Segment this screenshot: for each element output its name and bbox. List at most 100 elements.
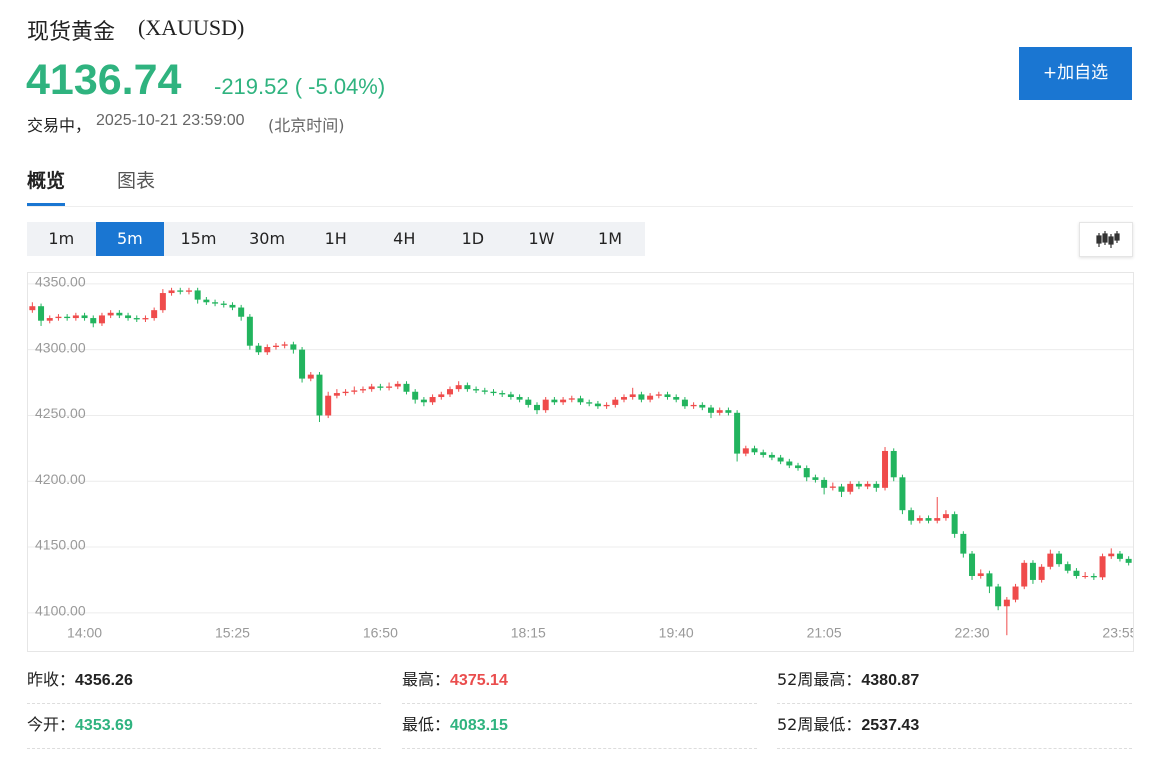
candle-body [1003,599,1010,607]
candle-body [116,312,123,316]
candle-body [125,315,132,319]
candle-body [821,479,828,488]
stat-item: 今开：4353.69 [27,715,133,760]
stat-divider [27,703,381,704]
tab[interactable]: 图表 [117,170,156,192]
candle-body [969,553,976,576]
candle-body [1021,562,1028,587]
candle-body [734,412,741,454]
candle-body [873,483,880,488]
candle-body [916,518,923,521]
candle-body [629,394,636,398]
candle-body [403,383,410,392]
candle-body [212,302,219,304]
candle-body [264,347,271,353]
candle-body [551,399,558,403]
stat-label: 最低： [402,715,451,734]
stat-value: 4380.87 [861,672,920,689]
candle-body [429,397,436,403]
stat-value: 2537.43 [861,717,920,734]
tab[interactable]: 概览 [27,166,66,206]
candle-body [768,454,775,458]
candle-body [699,404,706,408]
interval-button[interactable]: 1W [528,229,555,248]
stat-item: 52周最低：2537.43 [777,715,919,760]
candle-body [455,385,462,390]
candle-body [882,450,889,488]
interval-button[interactable]: 1H [324,229,347,248]
x-tick-label: 15:25 [215,625,250,641]
candle-body [621,397,628,400]
candle-body [29,306,36,311]
candle-body [473,389,480,391]
candle-body [829,486,836,488]
stat-label: 最高： [402,670,451,689]
candle-body [507,394,514,398]
candle-body [142,318,149,320]
interval-button[interactable]: 15m [180,229,217,248]
candle-body [577,398,584,403]
candle-body [359,389,366,391]
candle-body [90,318,97,324]
candle-body [342,391,349,394]
candle-body [664,394,671,398]
candle-body [394,383,401,387]
divider [27,206,1133,207]
candle-body [1029,562,1036,580]
candle-body [1116,553,1123,559]
interval-button[interactable]: 4H [393,229,416,248]
candle-body [977,573,984,576]
candle-body [1038,566,1045,580]
candle-body [533,404,540,411]
candle-body [942,514,949,519]
candle-body [786,461,793,466]
candle-body [499,393,506,395]
candle-body [1012,586,1019,600]
chart-type-button[interactable] [1079,222,1133,257]
candle-body [333,393,340,396]
candle-body [603,404,610,407]
stat-value: 4375.14 [450,672,508,689]
candle-body [655,394,662,396]
candle-body [246,316,253,346]
candle-body [1090,575,1097,578]
candle-body [151,310,158,319]
stat-item: 52周最高：4380.87 [777,670,919,715]
candle-body [847,483,854,492]
interval-bar: 1m 5m 15m 30m 1H 4H 1D 1W 1M [27,222,645,256]
candle-body [316,374,323,416]
interval-button[interactable]: 5m [95,222,165,256]
interval-button[interactable]: 1D [461,229,485,248]
candle-body [951,514,958,534]
y-tick-label: 4150.00 [35,537,86,553]
candle-body [377,386,384,388]
stat-value: 4356.26 [75,672,133,689]
candle-body [594,403,601,407]
candle-body [386,386,393,388]
interval-button[interactable]: 30m [249,229,286,248]
interval-button[interactable]: 1m [48,229,75,248]
candle-body [864,483,871,487]
candle-body [299,349,306,379]
candle-body [925,518,932,521]
candle-body [351,390,358,392]
candle-body [1056,553,1063,565]
candle-body [159,293,166,311]
price-chart: 4350.00 4300.00 4250.00 4200.00 4150.00 4100.… [27,272,1134,652]
y-tick-label: 4300.00 [35,339,86,355]
y-tick-label: 4250.00 [35,405,86,421]
instrument-name: 现货黄金 [27,20,116,45]
interval-button[interactable]: 1M [598,229,623,248]
stat-divider [402,748,757,749]
candle-body [934,518,941,521]
x-tick-label: 23:55 [1102,625,1134,641]
add-watchlist-button[interactable]: +加自选 [1019,47,1132,100]
candle-body [568,398,575,400]
candle-body [586,402,593,404]
instrument-symbol: (XAUUSD) [138,15,245,40]
stat-label: 52周最低： [777,715,862,734]
candle-body [238,307,245,317]
candle-body [751,448,758,453]
candle-body [1073,570,1080,576]
stat-divider [777,703,1132,704]
